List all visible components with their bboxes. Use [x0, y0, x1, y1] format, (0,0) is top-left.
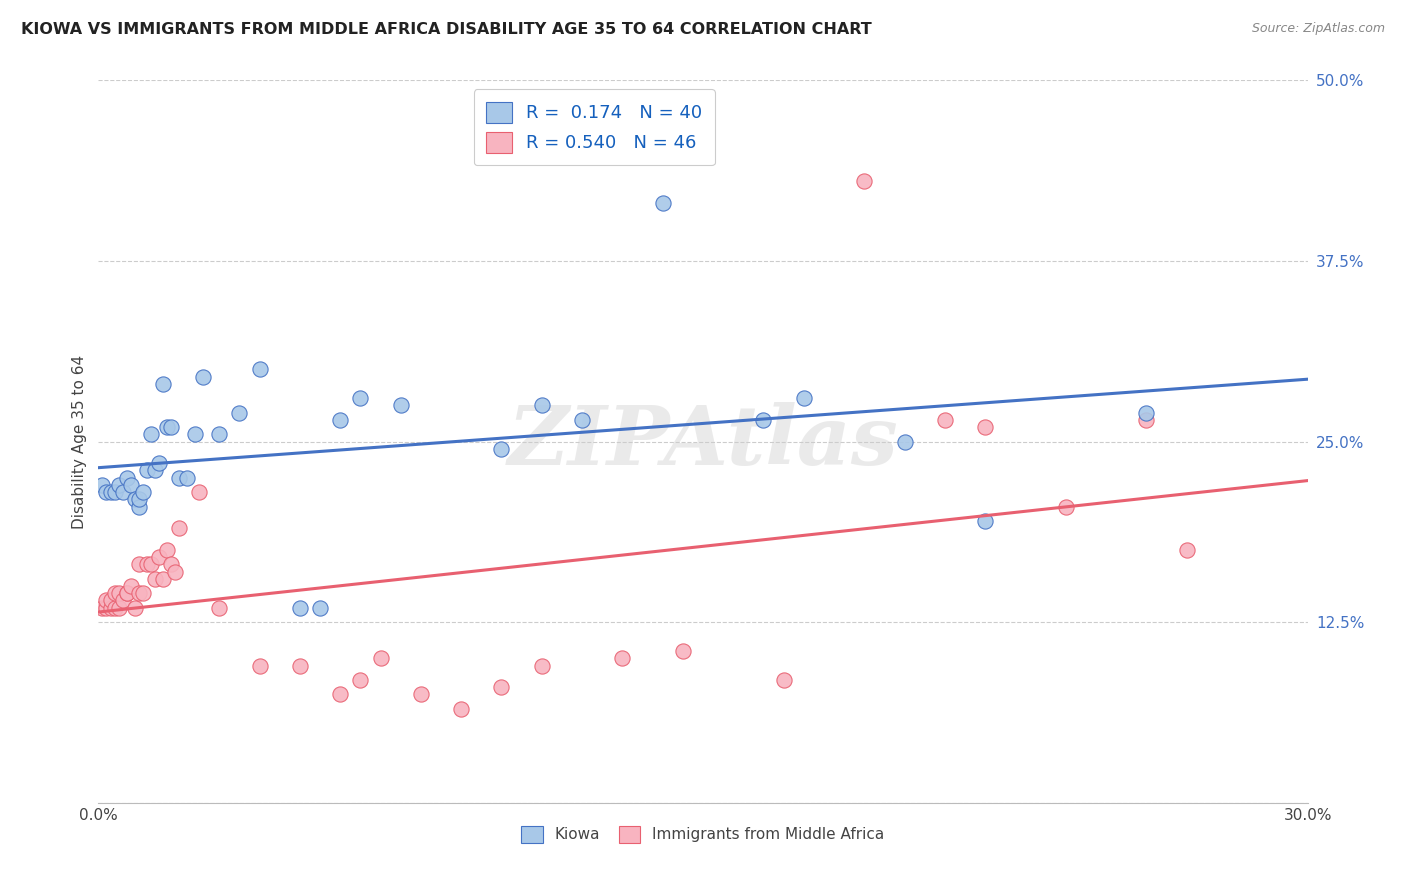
Point [1175, 542, 1198, 557]
Point [974, 420, 997, 434]
Point [156, 542, 179, 557]
Point [329, 687, 352, 701]
Point [128, 500, 150, 514]
Point [530, 658, 553, 673]
Point [115, 586, 138, 600]
Point [249, 362, 271, 376]
Point [163, 565, 186, 579]
Point [96, 485, 118, 500]
Point [193, 369, 215, 384]
Point [91, 600, 114, 615]
Text: Source: ZipAtlas.com: Source: ZipAtlas.com [1251, 22, 1385, 36]
Point [107, 586, 129, 600]
Point [139, 427, 162, 442]
Point [152, 572, 174, 586]
Point [132, 586, 155, 600]
Point [132, 485, 155, 500]
Point [349, 391, 371, 405]
Point [1054, 500, 1077, 514]
Point [571, 413, 593, 427]
Point [100, 600, 122, 615]
Point [651, 196, 673, 211]
Point [1135, 413, 1157, 427]
Point [309, 600, 332, 615]
Point [135, 463, 157, 477]
Point [135, 558, 157, 572]
Point [100, 593, 122, 607]
Point [103, 485, 125, 500]
Point [96, 600, 118, 615]
Point [672, 644, 695, 658]
Point [103, 586, 125, 600]
Point [167, 521, 190, 535]
Point [96, 593, 118, 607]
Point [91, 478, 114, 492]
Point [370, 651, 392, 665]
Point [772, 673, 794, 687]
Point [107, 478, 129, 492]
Point [100, 485, 122, 500]
Point [107, 600, 129, 615]
Y-axis label: Disability Age 35 to 64: Disability Age 35 to 64 [72, 354, 87, 529]
Point [893, 434, 915, 449]
Point [329, 413, 352, 427]
Point [148, 456, 170, 470]
Point [450, 702, 472, 716]
Point [152, 376, 174, 391]
Text: KIOWA VS IMMIGRANTS FROM MIDDLE AFRICA DISABILITY AGE 35 TO 64 CORRELATION CHART: KIOWA VS IMMIGRANTS FROM MIDDLE AFRICA D… [21, 22, 872, 37]
Point [491, 680, 513, 694]
Point [115, 470, 138, 484]
Point [120, 478, 142, 492]
Point [148, 550, 170, 565]
Point [612, 651, 634, 665]
Point [120, 579, 142, 593]
Point [143, 463, 166, 477]
Point [793, 391, 815, 405]
Point [111, 485, 134, 500]
Point [389, 398, 412, 412]
Point [124, 600, 146, 615]
Point [184, 427, 207, 442]
Point [249, 658, 271, 673]
Point [160, 558, 183, 572]
Point [974, 514, 997, 528]
Point [124, 492, 146, 507]
Point [1135, 406, 1157, 420]
Point [530, 398, 553, 412]
Point [752, 413, 775, 427]
Point [128, 558, 150, 572]
Point [288, 658, 311, 673]
Point [156, 420, 179, 434]
Point [176, 470, 198, 484]
Point [139, 558, 162, 572]
Point [143, 572, 166, 586]
Point [188, 485, 211, 500]
Point [409, 687, 432, 701]
Point [934, 413, 956, 427]
Point [853, 174, 876, 188]
Point [208, 427, 231, 442]
Point [167, 470, 190, 484]
Point [491, 442, 513, 456]
Point [103, 600, 125, 615]
Point [349, 673, 371, 687]
Point [128, 492, 150, 507]
Point [160, 420, 183, 434]
Point [208, 600, 231, 615]
Point [288, 600, 311, 615]
Point [115, 586, 138, 600]
Legend: Kiowa, Immigrants from Middle Africa: Kiowa, Immigrants from Middle Africa [515, 820, 891, 849]
Point [111, 593, 134, 607]
Point [228, 406, 250, 420]
Text: ZIPAtlas: ZIPAtlas [508, 401, 898, 482]
Point [128, 586, 150, 600]
